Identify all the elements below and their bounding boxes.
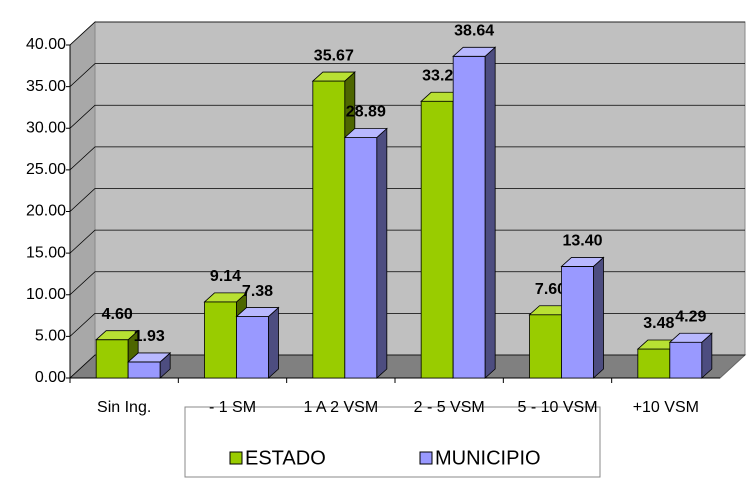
bar	[127, 352, 172, 379]
bar-top	[127, 352, 172, 363]
x-tick-label: 1 A 2 VSM	[303, 399, 378, 416]
bar-top	[203, 292, 248, 303]
value-label: 9.14	[210, 268, 241, 285]
bar-side	[376, 127, 388, 379]
value-label: 7.38	[242, 283, 273, 300]
bar-side	[593, 256, 604, 379]
y-tick-label: 0.00	[35, 369, 66, 386]
bar-front	[236, 316, 269, 379]
grid-line	[69, 312, 745, 337]
bar	[560, 256, 605, 379]
bar-front	[561, 266, 594, 379]
y-tick-label: 10.00	[26, 286, 66, 303]
bar-side	[268, 306, 279, 379]
grid-line	[69, 146, 745, 171]
bar-top	[560, 257, 605, 267]
bar	[668, 332, 713, 379]
legend-box	[184, 406, 601, 478]
grid-line	[69, 354, 745, 379]
bar-front	[344, 137, 378, 379]
value-label: 13.40	[562, 233, 602, 250]
y-tick-label: 5.00	[35, 328, 66, 345]
bar	[235, 306, 280, 379]
x-tick-label: 5 - 10 VSM	[517, 399, 597, 416]
grid-line	[69, 229, 745, 254]
legend-swatch	[419, 451, 433, 465]
bar-front	[452, 55, 486, 379]
y-tick-label: 40.00	[26, 36, 66, 53]
value-label: 1.93	[134, 328, 165, 345]
y-tick-label: 25.00	[26, 161, 66, 178]
bar-front	[204, 301, 237, 379]
grid-line	[69, 188, 745, 212]
grid-line	[69, 104, 745, 129]
value-label: 28.89	[346, 104, 386, 121]
legend-label: MUNICIPIO	[435, 447, 541, 469]
value-label: 4.60	[102, 306, 133, 323]
grid-line	[69, 21, 745, 46]
bar-front	[312, 80, 346, 379]
value-label: 35.67	[314, 47, 354, 64]
y-tick-label: 35.00	[26, 78, 66, 95]
bar-top	[668, 332, 713, 343]
bar	[452, 46, 497, 379]
bar-front	[529, 314, 562, 379]
x-tick-label: +10 VSM	[633, 399, 699, 416]
bar-front	[420, 100, 454, 379]
value-label: 38.64	[454, 23, 494, 40]
y-tick-label: 20.00	[26, 203, 66, 220]
bar-top	[95, 330, 140, 341]
legend-swatch	[229, 451, 243, 465]
value-label: 3.48	[643, 315, 674, 332]
bar-front	[637, 348, 671, 379]
bar	[343, 127, 388, 379]
value-label: 7.60	[535, 281, 566, 298]
value-label: 33.24	[422, 67, 462, 84]
bar-front	[95, 339, 129, 379]
bar-top	[235, 307, 280, 317]
bar-top	[452, 46, 497, 57]
bar-front	[127, 361, 161, 379]
y-tick-label: 30.00	[26, 119, 66, 136]
x-tick-label: - 1 SM	[209, 399, 256, 416]
y-tick-label: 15.00	[26, 244, 66, 261]
x-tick-label: Sin Ing.	[97, 399, 151, 416]
grid-line	[69, 63, 745, 87]
bar-side	[484, 46, 496, 379]
x-tick-label: 2 - 5 VSM	[414, 399, 485, 416]
grid-line	[69, 271, 745, 296]
bar-top	[311, 71, 356, 82]
bar-top	[343, 128, 388, 138]
value-label: 4.29	[675, 309, 706, 326]
legend-label: ESTADO	[245, 447, 326, 469]
bar-front	[669, 341, 703, 379]
